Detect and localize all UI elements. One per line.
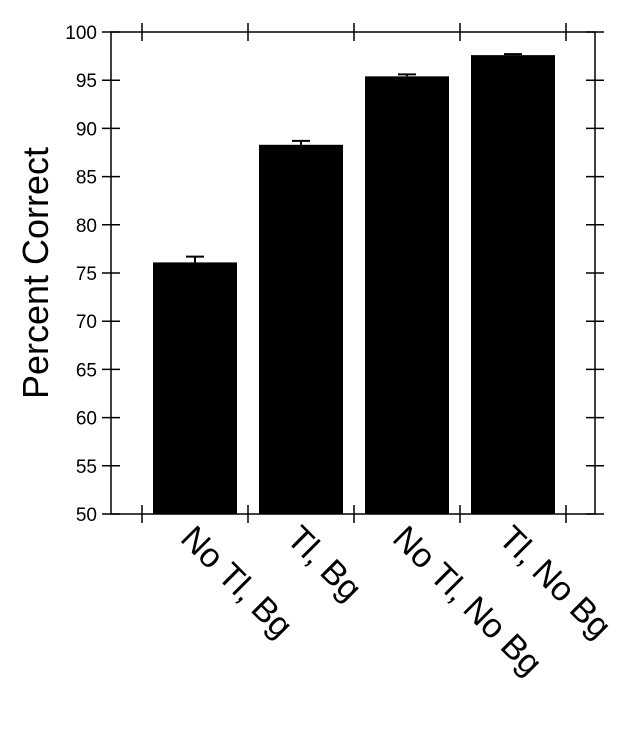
y-tick-label: 100 bbox=[65, 23, 97, 44]
y-axis-ticks: 50 55 60 65 70 75 80 85 90 95 100 bbox=[65, 23, 604, 526]
y-tick-label: 65 bbox=[76, 360, 97, 381]
y-tick-label: 80 bbox=[76, 216, 97, 237]
bar bbox=[153, 262, 237, 514]
category-label: Tl, Bg bbox=[279, 519, 369, 609]
bar bbox=[365, 76, 449, 515]
y-tick-label: 75 bbox=[76, 264, 97, 285]
y-tick-label: 90 bbox=[76, 119, 97, 140]
y-tick-label: 95 bbox=[76, 71, 97, 92]
bar bbox=[259, 144, 343, 514]
category-label: No Tl, Bg bbox=[173, 519, 300, 646]
y-tick-label: 85 bbox=[76, 168, 97, 189]
y-tick-label: 50 bbox=[76, 505, 97, 526]
y-tick-label: 55 bbox=[76, 457, 97, 478]
y-tick-label: 60 bbox=[76, 409, 97, 430]
bar bbox=[471, 55, 555, 515]
y-tick-label: 70 bbox=[76, 312, 97, 333]
x-axis-ticks bbox=[141, 23, 567, 523]
y-axis-title: Percent Correct bbox=[15, 147, 56, 399]
error-bars bbox=[186, 53, 522, 263]
bars bbox=[153, 55, 555, 515]
